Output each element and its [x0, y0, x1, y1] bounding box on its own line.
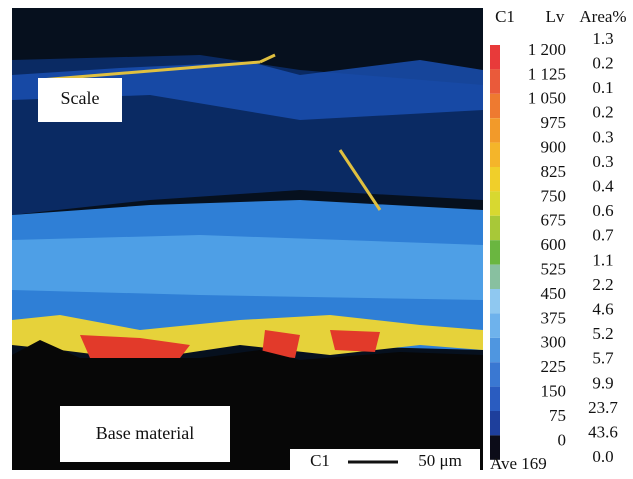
- color-swatch: [490, 216, 500, 240]
- area-label: 0.2: [592, 103, 613, 122]
- level-label: 0: [558, 430, 567, 449]
- area-label: 23.7: [588, 398, 618, 417]
- level-label: 75: [549, 406, 566, 425]
- area-label: 1.1: [592, 250, 613, 269]
- scale-bar-element: C1: [310, 451, 330, 470]
- area-header: Area%: [579, 7, 626, 26]
- area-label: 5.2: [592, 324, 613, 343]
- area-label: 2.2: [592, 275, 613, 294]
- element-map: Scale Base material C1 50 μm: [12, 8, 483, 475]
- area-label: 0.1: [592, 78, 613, 97]
- level-label: 600: [541, 235, 567, 254]
- color-swatch: [490, 118, 500, 142]
- level-label: 1 050: [528, 89, 566, 108]
- area-label: 0.7: [592, 226, 614, 245]
- area-label: 5.7: [592, 349, 614, 368]
- color-swatch: [490, 362, 500, 386]
- scale-label: Scale: [61, 88, 100, 108]
- color-swatch: [490, 338, 500, 362]
- average: Ave 169: [490, 454, 547, 473]
- level-label: 375: [541, 308, 567, 327]
- level-label: 525: [541, 260, 567, 279]
- color-swatch: [490, 45, 500, 69]
- area-label: 0.0: [592, 447, 613, 466]
- level-label: 675: [541, 211, 567, 230]
- level-header: Lv: [546, 7, 565, 26]
- color-swatch: [490, 313, 500, 337]
- area-label: 9.9: [592, 373, 613, 392]
- color-swatch: [490, 143, 500, 167]
- oxide-light-band: [12, 235, 483, 300]
- area-label: 0.2: [592, 54, 613, 73]
- color-swatch: [490, 411, 500, 435]
- area-label: 0.4: [592, 177, 614, 196]
- color-swatch: [490, 240, 500, 264]
- level-label: 900: [541, 138, 567, 157]
- area-label: 0.3: [592, 127, 613, 146]
- level-label: 1 200: [528, 40, 566, 59]
- color-swatch: [490, 387, 500, 411]
- area-label: 43.6: [588, 423, 618, 442]
- level-label: 750: [541, 186, 567, 205]
- area-label: 0.6: [592, 201, 613, 220]
- color-swatch: [490, 265, 500, 289]
- level-label: 1 125: [528, 64, 566, 83]
- color-swatch: [490, 191, 500, 215]
- scale-bar-length: 50 μm: [418, 451, 462, 470]
- figure: Scale Base material C1 50 μm C1 Lv Area%…: [0, 0, 633, 479]
- base-label: Base material: [96, 423, 194, 443]
- color-swatch: [490, 167, 500, 191]
- legend-element: C1: [495, 7, 515, 26]
- level-label: 150: [541, 382, 567, 401]
- level-label: 225: [541, 357, 567, 376]
- area-label: 0.3: [592, 152, 613, 171]
- level-label: 300: [541, 333, 567, 352]
- color-swatch: [490, 69, 500, 93]
- area-label: 1.3: [592, 29, 613, 48]
- level-label: 450: [541, 284, 567, 303]
- color-swatch: [490, 289, 500, 313]
- color-swatch: [490, 94, 500, 118]
- color-bar: [490, 45, 500, 460]
- level-label: 975: [541, 113, 567, 132]
- area-label: 4.6: [592, 300, 613, 319]
- level-label: 825: [541, 162, 567, 181]
